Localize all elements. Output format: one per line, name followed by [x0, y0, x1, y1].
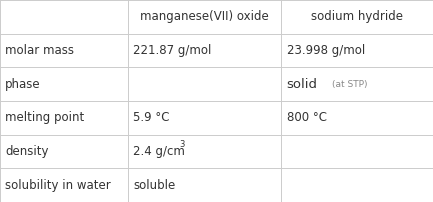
Text: 221.87 g/mol: 221.87 g/mol [133, 44, 211, 57]
Text: 800 °C: 800 °C [287, 111, 326, 124]
Text: 23.998 g/mol: 23.998 g/mol [287, 44, 365, 57]
Text: soluble: soluble [133, 179, 175, 192]
Text: (at STP): (at STP) [332, 80, 368, 89]
Text: solid: solid [287, 78, 318, 91]
Text: solubility in water: solubility in water [5, 179, 111, 192]
Text: 3: 3 [180, 140, 185, 149]
Text: manganese(VII) oxide: manganese(VII) oxide [140, 10, 269, 23]
Text: 5.9 °C: 5.9 °C [133, 111, 169, 124]
Text: density: density [5, 145, 48, 158]
Text: phase: phase [5, 78, 41, 91]
Text: sodium hydride: sodium hydride [311, 10, 403, 23]
Text: molar mass: molar mass [5, 44, 74, 57]
Text: 2.4 g/cm: 2.4 g/cm [133, 145, 185, 158]
Text: melting point: melting point [5, 111, 84, 124]
